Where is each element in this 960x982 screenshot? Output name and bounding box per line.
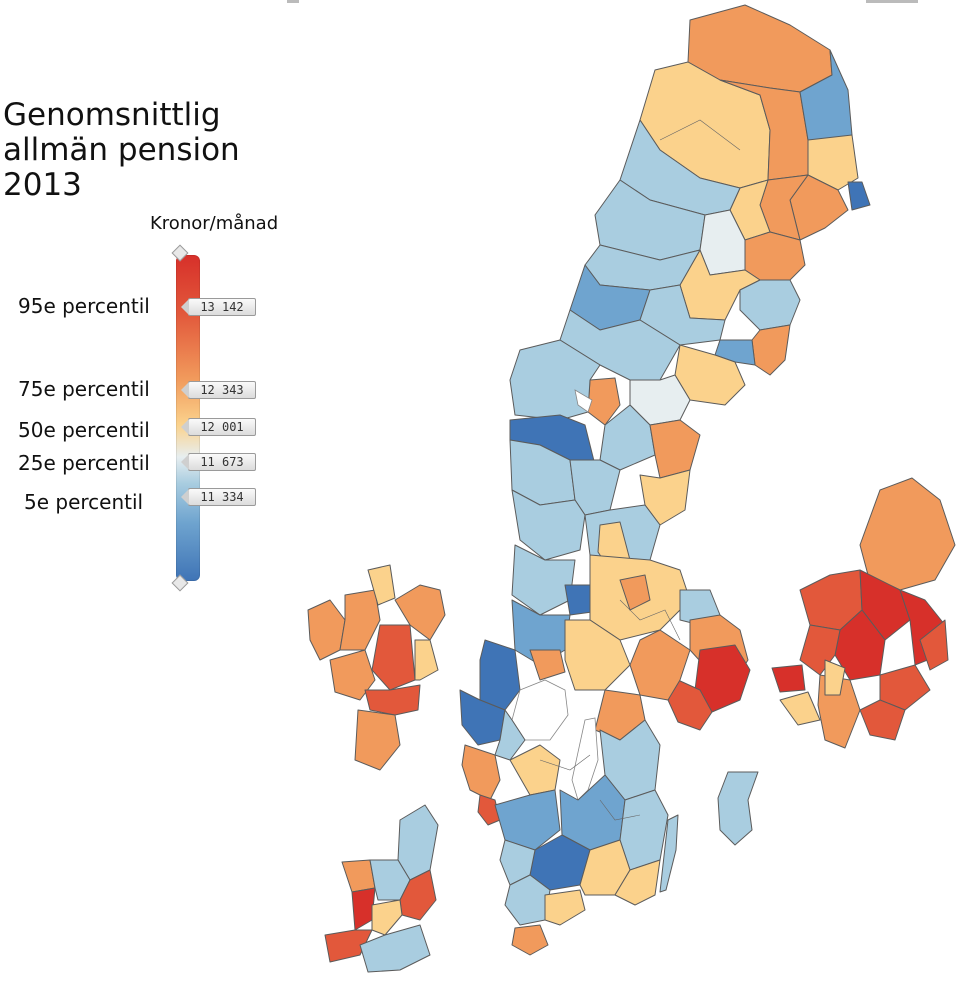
legend-label-p75: 75e percentil	[18, 377, 150, 401]
municipality-region[interactable]	[659, 814, 679, 893]
legend-label-p95: 95e percentil	[18, 294, 150, 318]
lake	[574, 389, 593, 413]
municipality-region[interactable]	[919, 619, 949, 671]
municipality-region[interactable]	[529, 649, 566, 681]
title-line: allmän pension	[3, 132, 240, 168]
legend-unit: Kronor/månad	[150, 213, 279, 234]
municipality-region[interactable]	[461, 744, 501, 801]
municipality-region[interactable]	[339, 589, 381, 651]
legend-label-p25: 25e percentil	[18, 451, 150, 475]
municipality-region[interactable]	[847, 181, 871, 211]
border-line	[659, 119, 741, 151]
municipality-region[interactable]	[479, 639, 521, 711]
municipality-region[interactable]	[414, 639, 439, 681]
inset-stockholm	[771, 477, 956, 749]
title-line: 2013	[3, 167, 82, 203]
municipality-region[interactable]	[511, 489, 586, 561]
municipality-region[interactable]	[771, 664, 806, 693]
municipality-region[interactable]	[614, 859, 661, 906]
legend-value-p5: 11 334	[181, 488, 256, 506]
municipality-region[interactable]	[717, 771, 759, 846]
municipality-region[interactable]	[371, 899, 403, 936]
main-map	[459, 4, 871, 956]
municipality-region[interactable]	[354, 709, 401, 771]
municipality-region[interactable]	[751, 324, 791, 376]
municipality-region[interactable]	[367, 564, 396, 606]
municipality-region[interactable]	[371, 624, 416, 691]
municipality-region[interactable]	[509, 744, 561, 796]
municipality-region[interactable]	[544, 889, 586, 926]
municipality-region[interactable]	[629, 629, 691, 701]
municipality-region[interactable]	[744, 231, 806, 281]
municipality-region[interactable]	[477, 794, 501, 826]
legend-label-p50: 50e percentil	[18, 418, 150, 442]
municipality-region[interactable]	[879, 664, 931, 711]
municipality-region[interactable]	[364, 684, 421, 716]
legend-value-p25: 11 673	[181, 453, 256, 471]
legend-value-p50: 12 001	[181, 418, 256, 436]
municipality-region[interactable]	[859, 477, 956, 591]
municipality-region[interactable]	[859, 699, 906, 741]
municipality-region[interactable]	[359, 924, 431, 973]
border-line	[599, 799, 641, 821]
municipality-region[interactable]	[859, 569, 911, 641]
inset-malmo	[324, 804, 439, 973]
municipality-region[interactable]	[824, 659, 846, 696]
legend-value-p95: 13 142	[181, 298, 256, 316]
title-line: Genomsnittlig	[3, 97, 221, 133]
municipality-region[interactable]	[619, 574, 651, 611]
inset-gothenburg	[307, 564, 446, 771]
municipality-region[interactable]	[397, 804, 439, 881]
municipality-region[interactable]	[619, 789, 669, 871]
municipality-region[interactable]	[739, 279, 801, 331]
municipality-region[interactable]	[779, 691, 821, 726]
municipality-region[interactable]	[307, 599, 346, 661]
municipality-region[interactable]	[341, 859, 376, 893]
lake	[511, 679, 569, 741]
legend-value-p75: 12 343	[181, 381, 256, 399]
border-line	[619, 599, 681, 641]
map-title: Genomsnittlig allmän pension 2013	[3, 98, 263, 203]
top-edge-mark	[287, 0, 299, 3]
municipality-region[interactable]	[511, 924, 549, 956]
municipality-region[interactable]	[714, 339, 756, 366]
municipality-region[interactable]	[564, 584, 593, 616]
municipality-region[interactable]	[649, 419, 701, 479]
border-line	[539, 754, 591, 771]
municipality-region[interactable]	[564, 619, 631, 691]
legend-label-p5: 5e percentil	[24, 490, 144, 514]
top-edge-mark	[866, 0, 918, 3]
